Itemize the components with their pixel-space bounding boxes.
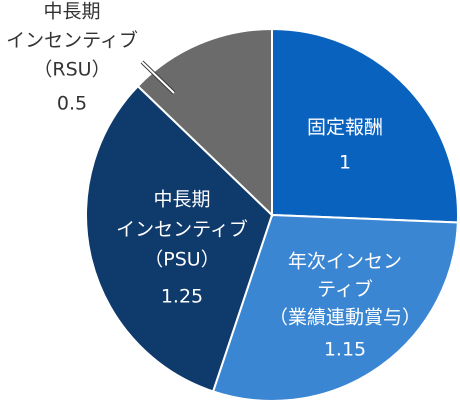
pie-slice xyxy=(271,27,459,224)
slice-label: （RSU） xyxy=(33,59,110,81)
slice-label: 固定報酬 xyxy=(307,117,383,139)
slice-label: 年次インセン xyxy=(288,251,402,273)
leader-line xyxy=(141,61,175,94)
value-label: 1.25 xyxy=(161,286,203,308)
value-label: 1 xyxy=(339,152,351,174)
value-label: 1.15 xyxy=(324,339,366,361)
slice-label: 中長期 xyxy=(43,1,100,23)
slice-label: ティブ xyxy=(317,278,373,301)
pie-slice xyxy=(85,84,274,393)
slice-label: （業績連動賞与） xyxy=(269,307,421,329)
slice-label: 中長期 xyxy=(153,189,210,211)
pie-slice xyxy=(136,27,273,218)
slice-label: （PSU） xyxy=(144,249,219,271)
pie-slice xyxy=(211,213,459,402)
value-label: 0.5 xyxy=(57,93,87,115)
slice-label: インセンティブ xyxy=(116,218,248,241)
slice-label: インセンティブ xyxy=(6,29,138,52)
